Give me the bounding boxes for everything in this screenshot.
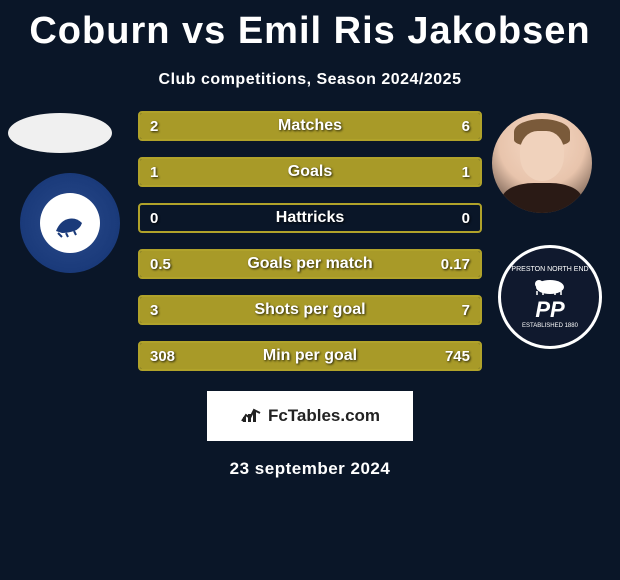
page-title: Coburn vs Emil Ris Jakobsen xyxy=(0,0,620,53)
stat-row: 0.5 Goals per match 0.17 xyxy=(138,249,482,279)
stat-value-left: 1 xyxy=(150,164,158,181)
footer-date: 23 september 2024 xyxy=(0,459,620,479)
stat-value-right: 6 xyxy=(462,118,470,135)
stat-fill-right xyxy=(225,113,480,139)
club-badge-left xyxy=(20,173,120,273)
badge-right-top-text: PRESTON NORTH END xyxy=(511,266,588,273)
stat-value-left: 0 xyxy=(150,210,158,227)
stat-label: Goals per match xyxy=(247,255,372,273)
player-avatar-left xyxy=(8,113,112,153)
lamb-icon xyxy=(525,273,575,297)
stat-label: Goals xyxy=(288,163,332,181)
stat-value-left: 3 xyxy=(150,302,158,319)
stat-value-right: 7 xyxy=(462,302,470,319)
stat-value-right: 0 xyxy=(462,210,470,227)
stat-fill-right xyxy=(310,159,480,185)
stat-value-left: 308 xyxy=(150,348,175,365)
chart-icon xyxy=(240,405,262,428)
stat-label: Min per goal xyxy=(263,347,357,365)
stat-fill-left xyxy=(140,159,310,185)
stat-label: Hattricks xyxy=(276,209,344,227)
lion-icon xyxy=(40,193,100,253)
comparison-area: PRESTON NORTH END PP ESTABLISHED 1880 2 M… xyxy=(0,111,620,371)
club-badge-right: PRESTON NORTH END PP ESTABLISHED 1880 xyxy=(498,245,602,349)
page-subtitle: Club competitions, Season 2024/2025 xyxy=(0,71,620,89)
stats-list: 2 Matches 6 1 Goals 1 0 Hattricks 0 0.5 Goals per … xyxy=(138,111,482,387)
badge-right-bottom-text: ESTABLISHED 1880 xyxy=(522,323,578,329)
stat-row: 308 Min per goal 745 xyxy=(138,341,482,371)
stat-row: 2 Matches 6 xyxy=(138,111,482,141)
stat-value-left: 2 xyxy=(150,118,158,135)
stat-value-left: 0.5 xyxy=(150,256,171,273)
brand-badge: FcTables.com xyxy=(207,391,413,441)
stat-value-right: 0.17 xyxy=(441,256,470,273)
badge-right-pp: PP xyxy=(535,297,564,323)
stat-row: 1 Goals 1 xyxy=(138,157,482,187)
stat-label: Matches xyxy=(278,117,342,135)
stat-label: Shots per goal xyxy=(254,301,365,319)
brand-text: FcTables.com xyxy=(268,406,380,426)
stat-row: 0 Hattricks 0 xyxy=(138,203,482,233)
stat-value-right: 1 xyxy=(462,164,470,181)
stat-value-right: 745 xyxy=(445,348,470,365)
stat-row: 3 Shots per goal 7 xyxy=(138,295,482,325)
player-avatar-right xyxy=(492,113,592,213)
